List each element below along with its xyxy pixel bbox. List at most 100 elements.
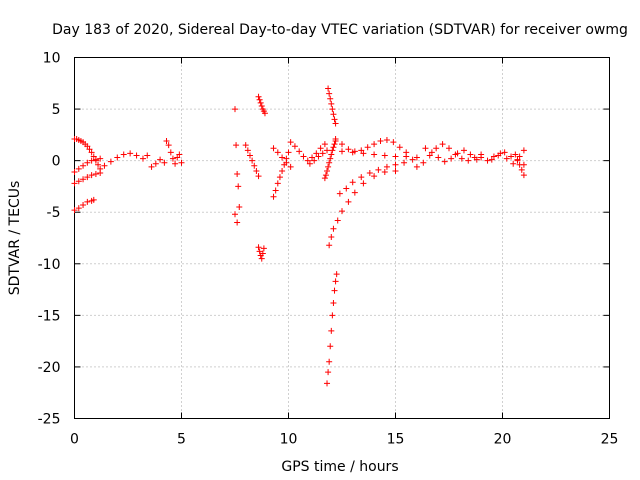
y-tick-label: -10 xyxy=(38,257,61,273)
data-point xyxy=(473,156,480,163)
data-point xyxy=(287,139,294,146)
series-arc-i xyxy=(232,211,241,226)
data-point xyxy=(274,180,281,187)
data-point xyxy=(351,189,358,196)
data-point xyxy=(360,150,367,157)
data-point xyxy=(371,173,378,180)
data-point xyxy=(366,170,373,177)
data-point xyxy=(251,162,258,169)
data-point xyxy=(325,163,332,170)
data-point xyxy=(256,96,263,103)
x-tick-label: 20 xyxy=(494,432,512,448)
data-point xyxy=(325,369,332,376)
data-point xyxy=(169,155,176,162)
data-point xyxy=(84,174,91,181)
data-point xyxy=(467,151,474,158)
data-point xyxy=(274,149,281,156)
data-point xyxy=(242,142,249,149)
data-point xyxy=(84,143,91,150)
data-point xyxy=(339,141,345,148)
data-point xyxy=(381,168,388,175)
data-point xyxy=(330,111,337,118)
data-point xyxy=(325,85,332,92)
data-point xyxy=(514,156,521,163)
series-arc-j xyxy=(242,142,262,180)
data-point xyxy=(157,156,164,163)
data-point xyxy=(345,146,352,153)
data-point xyxy=(516,153,523,160)
series-arc-c xyxy=(71,170,104,187)
data-point xyxy=(270,193,277,200)
series-arc-d xyxy=(71,196,97,214)
series-arc-h xyxy=(232,106,243,211)
data-point xyxy=(249,157,256,164)
data-point xyxy=(326,358,333,365)
data-point xyxy=(327,95,334,102)
data-point xyxy=(520,147,527,154)
series-arc-ab xyxy=(512,151,527,179)
data-point xyxy=(279,154,286,161)
series-arc-n xyxy=(270,145,294,170)
data-point xyxy=(488,156,495,163)
data-point xyxy=(508,153,515,160)
data-point xyxy=(413,163,420,170)
data-point xyxy=(331,141,338,148)
data-point xyxy=(291,143,298,150)
data-point xyxy=(285,149,292,156)
data-point xyxy=(339,148,345,155)
data-point xyxy=(328,151,335,158)
data-point xyxy=(383,137,390,144)
data-point xyxy=(339,208,345,215)
data-point xyxy=(328,100,335,107)
y-tick-label: -25 xyxy=(38,412,61,428)
data-point xyxy=(88,149,95,156)
data-point xyxy=(435,154,442,161)
data-point xyxy=(86,146,93,153)
data-point xyxy=(510,160,517,167)
data-point xyxy=(244,147,251,154)
x-tick-labels: 0 5 10 15 20 25 xyxy=(70,432,618,448)
data-point xyxy=(101,162,108,169)
data-point xyxy=(232,106,238,113)
data-point xyxy=(326,90,333,97)
x-axis-label: GPS time / hours xyxy=(281,459,398,475)
data-point xyxy=(328,233,335,240)
data-point xyxy=(420,159,427,166)
data-point xyxy=(330,299,337,306)
axis-ticks xyxy=(74,57,610,419)
data-point xyxy=(426,152,433,159)
data-point xyxy=(381,152,388,159)
data-point xyxy=(458,155,465,162)
data-points xyxy=(71,85,527,387)
series-arc-u xyxy=(336,156,416,197)
chart-title: Day 183 of 2020, Sidereal Day-to-day VTE… xyxy=(52,22,628,38)
y-tick-label: 5 xyxy=(52,102,61,118)
data-point xyxy=(326,242,333,249)
data-point xyxy=(255,244,262,251)
data-point xyxy=(75,205,82,212)
data-point xyxy=(322,172,329,179)
data-point xyxy=(90,153,97,160)
data-point xyxy=(92,171,99,178)
data-point xyxy=(235,183,242,190)
data-point xyxy=(270,145,277,152)
data-point xyxy=(178,159,185,166)
series-arc-w xyxy=(339,148,420,161)
data-point xyxy=(306,160,313,167)
data-point xyxy=(328,327,335,334)
data-point xyxy=(360,180,367,187)
data-point xyxy=(375,166,382,173)
data-point xyxy=(336,190,343,197)
series-arc-m xyxy=(270,149,292,200)
data-point xyxy=(313,150,320,157)
data-point xyxy=(80,176,87,183)
data-point xyxy=(259,250,266,257)
data-point xyxy=(279,167,286,174)
x-tick-label: 10 xyxy=(280,432,298,448)
data-point xyxy=(260,245,267,252)
data-point xyxy=(332,278,339,285)
series-arc-g xyxy=(163,138,185,167)
data-point xyxy=(71,207,78,214)
series-arc-y xyxy=(422,145,480,165)
data-point xyxy=(465,157,472,164)
